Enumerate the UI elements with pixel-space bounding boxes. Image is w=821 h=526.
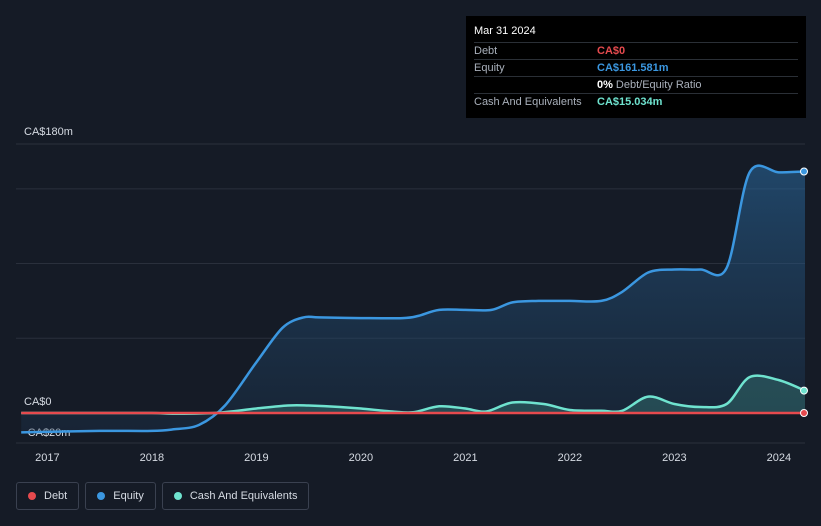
- tooltip-label: Cash And Equivalents: [474, 96, 582, 108]
- debt-end-marker: [800, 409, 808, 417]
- cash-area: [21, 375, 805, 414]
- cash-dot-icon: [173, 492, 182, 500]
- x-axis: 2017 2018 2019 2020 2021 2022 2023 2024: [35, 452, 791, 464]
- x-tick-label: 2018: [140, 452, 164, 464]
- legend-label: Debt: [44, 490, 68, 502]
- tooltip-value-debt: CA$0: [597, 45, 626, 57]
- tooltip-row-equity: Equity CA$161.581m: [474, 59, 798, 76]
- tooltip-label: Equity: [474, 62, 505, 74]
- y-tick-label: CA$0: [24, 396, 52, 408]
- tooltip-row-cash: Cash And Equivalents CA$15.034m: [474, 93, 798, 110]
- tooltip: Mar 31 2024 Debt CA$0 Equity CA$161.581m…: [466, 16, 806, 118]
- x-tick-label: 2021: [453, 452, 477, 464]
- tooltip-row-ratio: 0% Debt/Equity Ratio: [474, 76, 798, 93]
- series-end-markers: [800, 167, 808, 417]
- legend-label: Cash And Equivalents: [189, 490, 298, 502]
- x-tick-label: 2022: [558, 452, 582, 464]
- series-lines: [21, 164, 806, 434]
- x-tick-label: 2024: [767, 452, 791, 464]
- cash-end-marker: [800, 386, 808, 395]
- y-tick-label: CA$180m: [24, 126, 73, 138]
- debt-dot-icon: [28, 492, 36, 500]
- x-tick-label: 2020: [349, 452, 373, 464]
- equity-end-marker: [800, 167, 808, 176]
- tooltip-value-equity: CA$161.581m: [597, 62, 669, 74]
- equity-area: [21, 165, 805, 433]
- tooltip-row-debt: Debt CA$0: [474, 42, 798, 59]
- tooltip-label: [474, 77, 597, 93]
- legend-item-equity[interactable]: Equity: [85, 482, 156, 510]
- x-tick-label: 2019: [244, 452, 268, 464]
- legend: Debt Equity Cash And Equivalents: [16, 482, 310, 510]
- tooltip-value-cash: CA$15.034m: [597, 96, 663, 108]
- x-tick-label: 2017: [35, 452, 59, 464]
- legend-item-cash[interactable]: Cash And Equivalents: [161, 482, 310, 510]
- legend-item-debt[interactable]: Debt: [16, 482, 80, 510]
- equity-line: [21, 164, 806, 434]
- tooltip-ratio-text: Debt/Equity Ratio: [615, 79, 702, 91]
- equity-dot-icon: [97, 492, 106, 500]
- tooltip-label: Debt: [474, 45, 498, 57]
- tooltip-date: Mar 31 2024: [474, 25, 536, 37]
- tooltip-ratio-percent: 0%: [597, 79, 613, 91]
- x-tick-label: 2023: [662, 452, 686, 464]
- series-areas: [21, 165, 805, 433]
- legend-label: Equity: [113, 490, 144, 502]
